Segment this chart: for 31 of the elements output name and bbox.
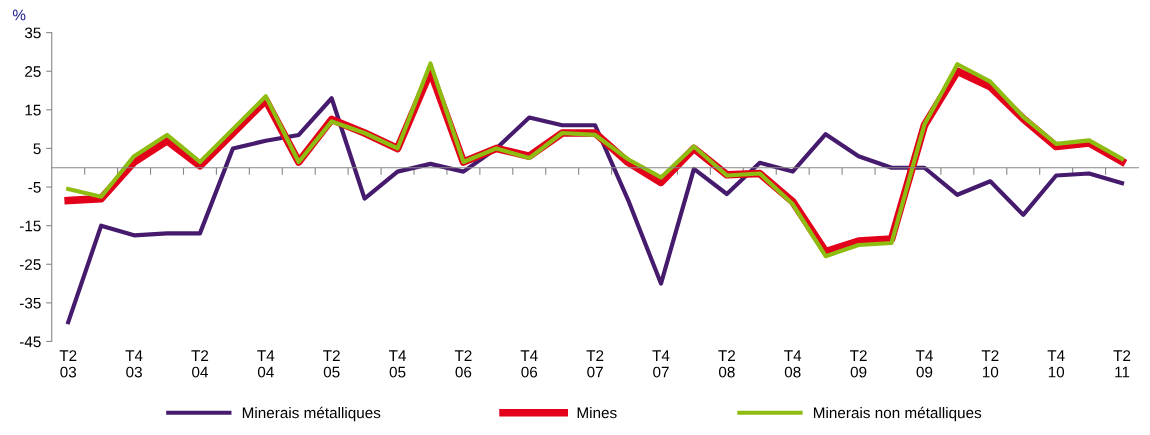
- legend-label: Minerais métalliques: [242, 406, 381, 422]
- x-tick-label: T2 05: [323, 350, 340, 378]
- x-tick-label: T4 09: [915, 350, 933, 378]
- x-tick-label: T2 09: [850, 350, 867, 378]
- legend-label: Mines: [577, 407, 617, 419]
- y-tick-label: 15: [25, 104, 41, 116]
- x-tick-label: T4 08: [784, 350, 802, 378]
- x-tick-label: T2 11: [1113, 350, 1131, 378]
- y-tick-label: -5: [28, 182, 41, 193]
- x-tick-label: T2 06: [454, 350, 472, 378]
- x-tick-label: T4 04: [257, 350, 275, 378]
- y-tick-label: -45: [19, 336, 41, 348]
- y-tick-label: 5: [33, 143, 41, 155]
- x-tick-label: T2 03: [59, 350, 77, 378]
- x-tick-label: T4 07: [652, 350, 670, 378]
- x-tick-label: T2 07: [586, 350, 604, 378]
- x-tick-label: T2 04: [191, 350, 209, 378]
- y-tick-label: -35: [19, 297, 41, 309]
- y-tick-label: 35: [24, 27, 41, 39]
- y-tick-label: 25: [25, 66, 41, 77]
- legend-label: Minerais non métalliques: [813, 406, 982, 422]
- x-tick-label: T4 06: [520, 350, 538, 378]
- x-tick-label: T2 08: [718, 350, 735, 378]
- y-tick-label: -25: [19, 259, 41, 270]
- x-tick-label: T4 05: [388, 350, 406, 378]
- line-series: [66, 96, 1125, 325]
- x-tick-label: T4 10: [1047, 350, 1065, 378]
- y-tick-label: -15: [19, 220, 41, 232]
- x-tick-label: T2 10: [981, 350, 999, 378]
- y-axis-title: %: [12, 9, 26, 21]
- x-tick-label: T4 03: [125, 350, 143, 378]
